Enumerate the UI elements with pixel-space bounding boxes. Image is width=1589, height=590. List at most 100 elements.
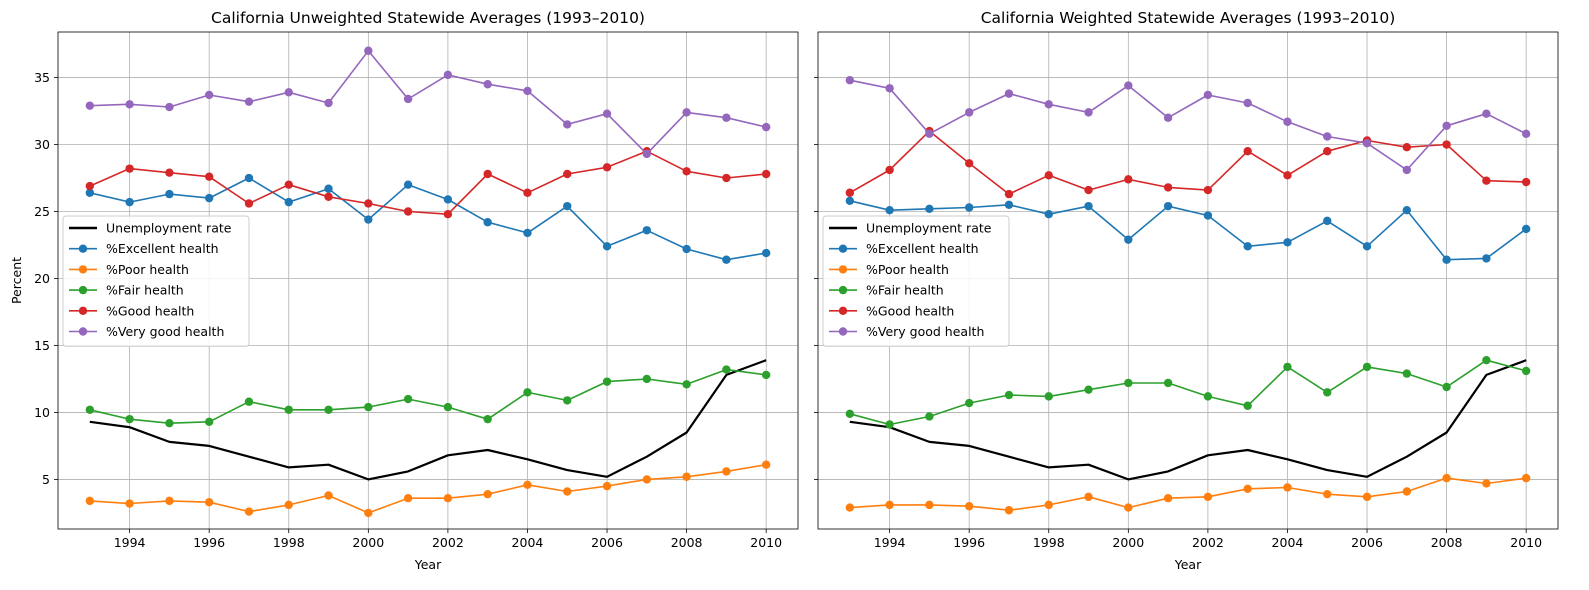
series-line-pct-good-health (849, 130, 1527, 195)
data-point-pct-poor-health-2000 (364, 508, 373, 518)
data-point-pct-very-good-health-1997 (1004, 89, 1014, 98)
data-point-pct-very-good-health-2006 (602, 109, 612, 118)
data-point-pct-good-health-1998 (284, 180, 293, 189)
data-point-pct-excellent-health-2009 (1482, 254, 1491, 263)
x-tick-label: 1994 (874, 535, 906, 550)
y-tick-label: 25 (34, 204, 50, 219)
data-point-pct-fair-health-1998 (284, 405, 293, 414)
data-point-pct-excellent-health-2005 (1323, 216, 1332, 226)
data-point-pct-excellent-health-2003 (1243, 242, 1252, 251)
data-point-pct-good-health-1994 (125, 164, 134, 173)
x-tick-label: 2004 (512, 535, 544, 550)
series-line-unemployment-rate (849, 359, 1527, 481)
data-point-pct-fair-health-1999 (1084, 385, 1093, 394)
data-point-pct-excellent-health-1993 (85, 188, 95, 197)
data-point-pct-fair-health-2006 (602, 377, 612, 386)
legend-unweighted: Unemployment rate %Excellent health %Poor … (62, 215, 250, 347)
data-point-pct-good-health-2005 (563, 169, 572, 179)
data-point-pct-fair-health-2009 (1482, 356, 1491, 365)
data-point-pct-excellent-health-2010 (1521, 224, 1531, 234)
legend-weighted: Unemployment rate %Excellent health %Poor … (822, 215, 1010, 347)
data-point-pct-fair-health-2004 (1283, 362, 1292, 372)
data-point-pct-poor-health-2005 (563, 487, 572, 496)
data-point-pct-excellent-health-2000 (364, 215, 373, 224)
data-point-pct-poor-health-1994 (885, 500, 894, 510)
data-point-pct-excellent-health-1995 (925, 204, 934, 214)
x-tick-label: 2010 (1510, 535, 1542, 550)
data-point-pct-excellent-health-2002 (1203, 211, 1213, 220)
series-line-unemployment-rate (89, 359, 767, 481)
legend-label-pct-fair-health: %Fair health (106, 283, 184, 298)
data-point-pct-poor-health-2002 (1203, 492, 1213, 502)
y-tick-label: 15 (34, 338, 50, 353)
data-point-pct-excellent-health-1996 (964, 203, 974, 212)
data-point-pct-poor-health-2004 (523, 480, 532, 489)
data-point-pct-very-good-health-1999 (1084, 108, 1093, 117)
data-point-pct-fair-health-1994 (125, 414, 134, 424)
x-tick-label: 2008 (1431, 535, 1463, 550)
data-point-pct-excellent-health-2006 (602, 242, 612, 251)
data-point-pct-very-good-health-1995 (925, 129, 934, 139)
data-point-pct-excellent-health-2002 (443, 195, 453, 204)
data-point-pct-very-good-health-1995 (165, 102, 174, 112)
data-point-pct-fair-health-2002 (1203, 392, 1213, 401)
data-point-pct-excellent-health-1993 (845, 196, 855, 205)
ticks-weighted: 1994 1996 1998 2000 2002 2004 2006 2008 2010 (814, 77, 1542, 550)
data-point-pct-fair-health-2005 (1323, 388, 1332, 397)
data-point-pct-very-good-health-1994 (885, 84, 894, 93)
data-point-pct-poor-health-2008 (1442, 473, 1451, 483)
data-point-pct-poor-health-1997 (244, 507, 254, 516)
data-point-pct-fair-health-2008 (682, 380, 691, 389)
data-point-pct-good-health-2004 (523, 188, 532, 197)
data-point-pct-good-health-2002 (1203, 185, 1213, 195)
data-point-pct-poor-health-1995 (165, 496, 174, 506)
legend-label-pct-very-good-health: %Very good health (106, 324, 224, 339)
legend-marker-pct-poor-health (838, 265, 848, 274)
legend-marker-pct-fair-health (838, 285, 848, 295)
data-point-pct-excellent-health-2000 (1124, 235, 1133, 244)
data-point-pct-good-health-2000 (364, 199, 373, 208)
data-point-pct-fair-health-2007 (1402, 369, 1412, 378)
data-point-pct-poor-health-1997 (1004, 506, 1014, 515)
data-point-pct-fair-health-2004 (523, 388, 532, 397)
y-tick-label: 30 (34, 137, 50, 152)
series-unweighted (85, 46, 771, 518)
data-point-pct-poor-health-2006 (1362, 492, 1372, 502)
data-point-pct-fair-health-2010 (1521, 366, 1531, 376)
data-point-pct-fair-health-1997 (244, 397, 254, 406)
y-tick-label: 35 (34, 70, 50, 85)
data-point-pct-excellent-health-2003 (483, 218, 492, 227)
data-point-pct-fair-health-2000 (1124, 378, 1133, 388)
data-point-pct-good-health-2000 (1124, 175, 1133, 184)
data-point-pct-good-health-2005 (1323, 147, 1332, 156)
data-point-pct-good-health-1993 (845, 188, 855, 197)
data-point-pct-poor-health-2001 (1163, 493, 1173, 503)
data-point-pct-excellent-health-2009 (722, 255, 731, 264)
data-point-pct-good-health-2008 (1442, 140, 1451, 149)
data-point-pct-excellent-health-2005 (563, 201, 572, 211)
data-point-pct-poor-health-1996 (204, 498, 214, 507)
x-tick-label: 2002 (1192, 535, 1224, 550)
data-point-pct-good-health-2008 (682, 167, 691, 176)
series-line-pct-poor-health (849, 477, 1527, 512)
data-point-pct-excellent-health-1995 (165, 189, 174, 199)
data-point-pct-good-health-1999 (324, 192, 333, 201)
legend-marker-pct-very-good-health (78, 327, 88, 336)
data-point-pct-very-good-health-2005 (563, 120, 572, 129)
x-tick-label: 1996 (953, 535, 985, 550)
y-axis-label-unweighted: Percent (9, 257, 24, 304)
data-point-pct-poor-health-2009 (1482, 479, 1491, 488)
data-point-pct-fair-health-2002 (443, 402, 453, 412)
data-point-pct-fair-health-1997 (1004, 390, 1014, 400)
data-point-pct-excellent-health-2008 (682, 244, 691, 254)
legend-marker-pct-very-good-health (838, 327, 848, 336)
series-line-pct-excellent-health (89, 177, 767, 261)
data-point-pct-fair-health-1995 (925, 412, 934, 421)
data-point-pct-very-good-health-2008 (682, 108, 691, 117)
data-point-pct-good-health-2010 (761, 169, 771, 179)
series-line-pct-fair-health (849, 359, 1527, 426)
data-point-pct-poor-health-2010 (1521, 473, 1531, 483)
data-point-pct-poor-health-1999 (1084, 492, 1093, 502)
data-point-pct-very-good-health-2005 (1323, 132, 1332, 141)
legend-label-pct-poor-health: %Poor health (866, 262, 949, 277)
